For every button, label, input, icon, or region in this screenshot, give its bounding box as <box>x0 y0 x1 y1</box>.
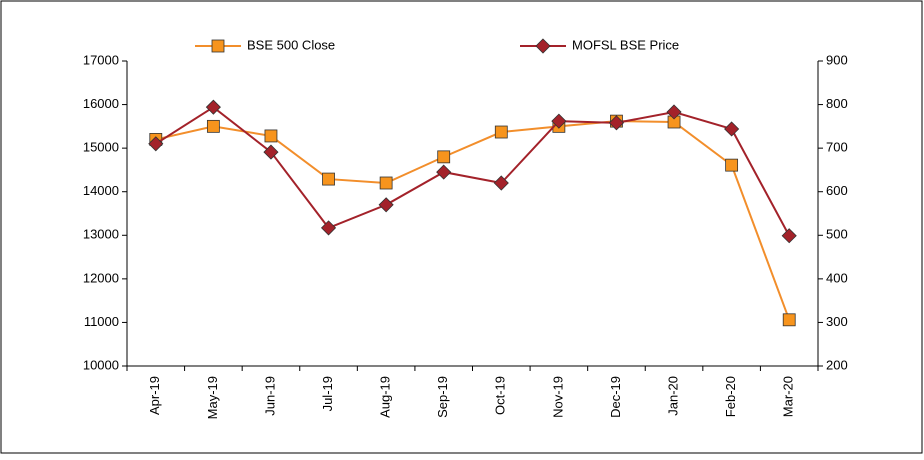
marker <box>320 220 337 236</box>
marker <box>781 228 797 244</box>
x-tick-label: Jan-20 <box>665 376 680 416</box>
legend-marker <box>211 39 225 53</box>
x-tick-label: Apr-19 <box>147 376 162 415</box>
y2-tick-label: 300 <box>826 314 848 329</box>
x-tick-label: Oct-19 <box>493 376 508 415</box>
marker <box>205 99 221 115</box>
y2-tick-label: 900 <box>826 52 848 67</box>
marker <box>666 104 682 120</box>
marker <box>378 197 394 213</box>
y-tick-label: 12000 <box>83 270 119 285</box>
x-tick-label: Mar-20 <box>781 376 796 417</box>
y2-tick-label: 700 <box>826 140 848 155</box>
x-tick-label: Sep-19 <box>435 376 450 418</box>
marker <box>436 164 452 180</box>
x-tick-label: Nov-19 <box>550 376 565 418</box>
x-tick-label: Feb-20 <box>723 376 738 417</box>
y-tick-label: 17000 <box>83 52 119 67</box>
marker <box>379 176 393 190</box>
legend-marker <box>535 38 551 54</box>
marker <box>148 136 164 152</box>
x-tick-label: May-19 <box>205 376 220 419</box>
x-tick-label: Jun-19 <box>262 376 277 416</box>
y2-tick-label: 400 <box>826 270 848 285</box>
y-tick-label: 14000 <box>83 183 119 198</box>
series-line <box>155 105 791 237</box>
y2-tick-label: 800 <box>826 96 848 111</box>
marker <box>782 313 796 327</box>
marker <box>206 119 220 133</box>
marker <box>263 144 279 160</box>
marker <box>322 172 335 186</box>
marker <box>264 129 278 143</box>
series-line <box>155 120 791 321</box>
marker <box>437 150 451 164</box>
x-tick-label: Aug-19 <box>378 376 393 418</box>
y-tick-label: 11000 <box>84 314 119 329</box>
y2-tick-label: 600 <box>826 183 848 198</box>
marker <box>724 121 740 137</box>
y2-tick-label: 200 <box>826 357 848 372</box>
y2-tick-label: 500 <box>826 227 848 242</box>
marker <box>493 175 509 191</box>
legend-label: MOFSL BSE Price <box>572 37 679 52</box>
x-tick-label: Jul-19 <box>320 376 335 411</box>
x-tick-label: Dec-19 <box>608 376 623 418</box>
y-tick-label: 13000 <box>83 227 119 242</box>
marker <box>551 113 567 129</box>
marker <box>494 125 508 139</box>
marker <box>608 115 625 131</box>
marker <box>725 158 739 172</box>
y-tick-label: 10000 <box>83 357 119 372</box>
y-tick-label: 16000 <box>83 96 119 111</box>
y-tick-label: 15000 <box>83 140 119 155</box>
legend-label: BSE 500 Close <box>247 37 335 52</box>
